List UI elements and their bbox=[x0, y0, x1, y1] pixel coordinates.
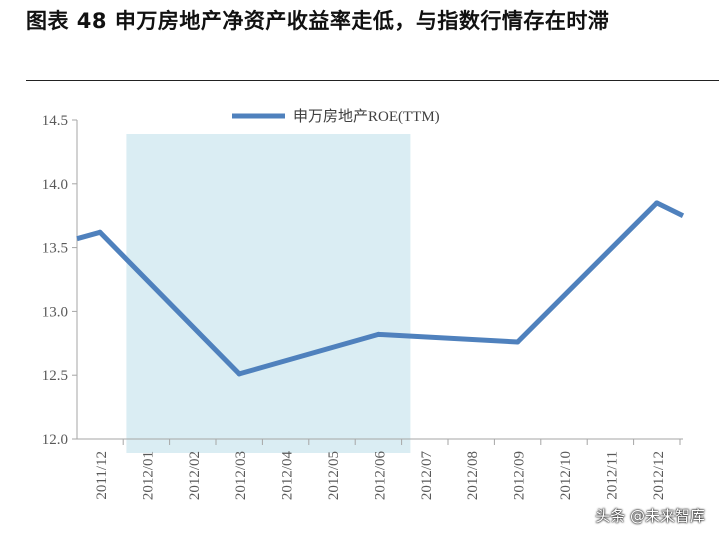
x-tick-label: 2012/04 bbox=[280, 451, 296, 501]
y-tick-label: 12.0 bbox=[42, 432, 68, 448]
x-tick-label: 2012/11 bbox=[604, 451, 620, 500]
x-tick-label: 2012/07 bbox=[419, 451, 435, 501]
data-point-2011-12 bbox=[97, 229, 103, 235]
data-point-2012-12 bbox=[654, 200, 660, 206]
figure-title: 图表 48 申万房地产净资产收益率走低，与指数行情存在时滞 bbox=[26, 9, 610, 33]
data-point-2012-06 bbox=[375, 331, 381, 337]
legend-label: 申万房地产ROE(TTM) bbox=[293, 108, 440, 125]
y-tick-label: 12.5 bbox=[42, 368, 68, 384]
watermark: 头条 @未来智库 bbox=[595, 507, 705, 525]
data-point-2012-03 bbox=[236, 371, 242, 377]
x-tick-label: 2011/12 bbox=[94, 451, 110, 500]
x-axis-ticks: 2011/12 2012/01 2012/02 2012/03 2012/04 2012/… bbox=[94, 439, 681, 501]
series-points bbox=[97, 200, 660, 377]
x-tick-label: 2012/06 bbox=[372, 451, 388, 501]
x-tick-label: 2012/12 bbox=[651, 451, 667, 500]
x-tick-label: 2012/02 bbox=[187, 451, 203, 500]
chart-axes bbox=[76, 120, 683, 440]
y-tick-label: 13.5 bbox=[42, 241, 68, 257]
x-tick-label: 2012/09 bbox=[512, 451, 528, 500]
x-tick-label: 2012/01 bbox=[140, 451, 156, 500]
title-underline bbox=[26, 80, 719, 81]
legend: 申万房地产ROE(TTM) bbox=[232, 108, 440, 125]
highlight-region bbox=[126, 134, 411, 453]
x-tick-label: 2012/05 bbox=[326, 451, 342, 500]
x-tick-label: 2012/10 bbox=[558, 451, 574, 500]
y-tick-label: 13.0 bbox=[42, 304, 68, 320]
x-tick-label: 2012/03 bbox=[233, 451, 249, 500]
data-point-2012-09 bbox=[515, 339, 521, 345]
y-tick-label: 14.0 bbox=[42, 177, 68, 193]
y-tick-label: 14.5 bbox=[42, 113, 68, 129]
x-tick-label: 2012/08 bbox=[465, 451, 481, 500]
y-axis-ticks: 12.0 12.5 13.0 13.5 14.0 14.5 bbox=[42, 113, 77, 448]
